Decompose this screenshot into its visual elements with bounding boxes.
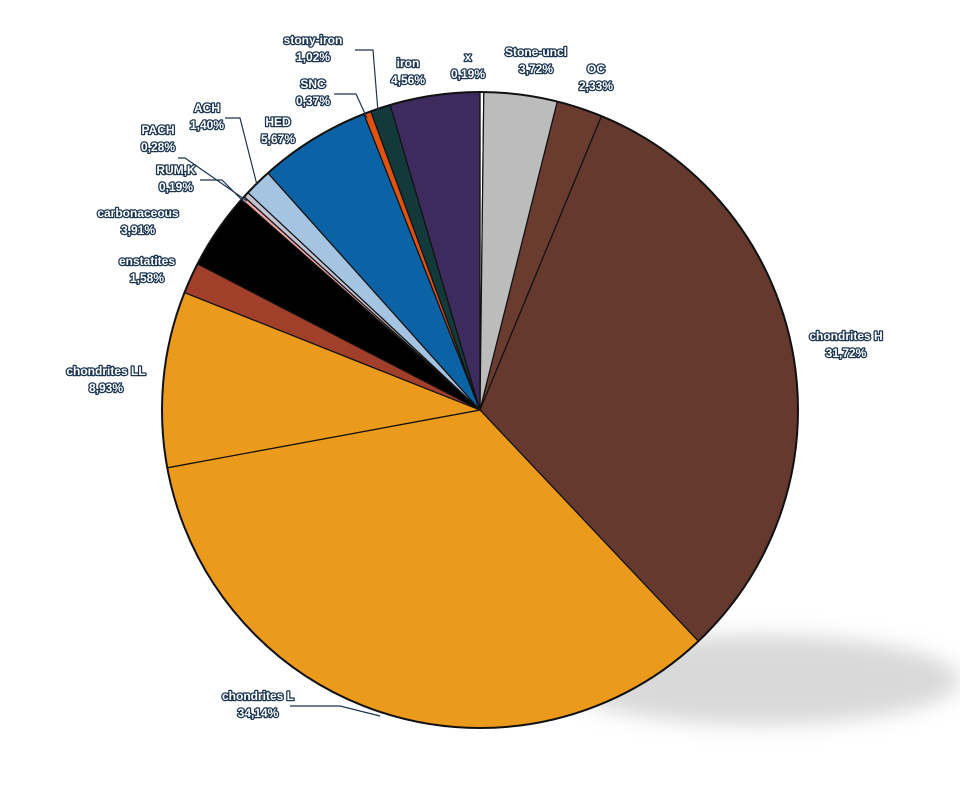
- slice-value-label: 1,40%: [190, 118, 224, 132]
- slice-value-label: 34,14%: [238, 706, 279, 720]
- slice-value-label: 5,67%: [261, 132, 295, 146]
- slice-label: ACH: [194, 101, 220, 115]
- slice-label: RUM,K: [156, 163, 196, 177]
- leader-line: [290, 705, 381, 717]
- leader-line: [225, 117, 258, 186]
- slice-value-label: 4,56%: [391, 73, 425, 87]
- labels: x 0,19% Stone-uncl 3,72% OC 2,33% chondrites H…: [65, 32, 884, 722]
- slice-value-label: 0,19%: [451, 67, 485, 81]
- slice-value-label: 3,72%: [519, 62, 553, 76]
- slice-value-label: 3,91%: [121, 223, 155, 237]
- leader-line: [200, 179, 246, 204]
- slice-label: x: [465, 50, 472, 64]
- slice-label: carbonaceous: [97, 206, 179, 220]
- leader-line: [178, 157, 248, 202]
- slice-label: chondrites L: [222, 689, 294, 703]
- slice-value-label: 1,02%: [296, 50, 330, 64]
- slice-label: SNC: [300, 77, 326, 91]
- pie-outline: [161, 91, 799, 729]
- leader-line: [355, 49, 379, 113]
- slice-value-label: 1,58%: [130, 271, 164, 285]
- leader-line: [334, 93, 368, 119]
- pie: [161, 91, 799, 729]
- slice-value-label: 0,37%: [296, 94, 330, 108]
- slice-label: HED: [265, 115, 291, 129]
- slice-label: chondrites H: [809, 329, 882, 343]
- slice-value-label: 0,28%: [141, 140, 175, 154]
- slice-label: OC: [587, 62, 605, 76]
- slice-value-label: 0,19%: [159, 180, 193, 194]
- slice-value-label: 31,72%: [826, 346, 867, 360]
- slice-label: PACH: [141, 123, 174, 137]
- slice-label: iron: [397, 56, 420, 70]
- slice-label: chondrites LL: [66, 364, 145, 378]
- slice-label: stony-iron: [284, 33, 343, 47]
- slice-label: Stone-uncl: [505, 45, 567, 59]
- slice-value-label: 8,93%: [89, 381, 123, 395]
- slice-value-label: 2,33%: [579, 79, 613, 93]
- slice-label: enstatites: [119, 254, 175, 268]
